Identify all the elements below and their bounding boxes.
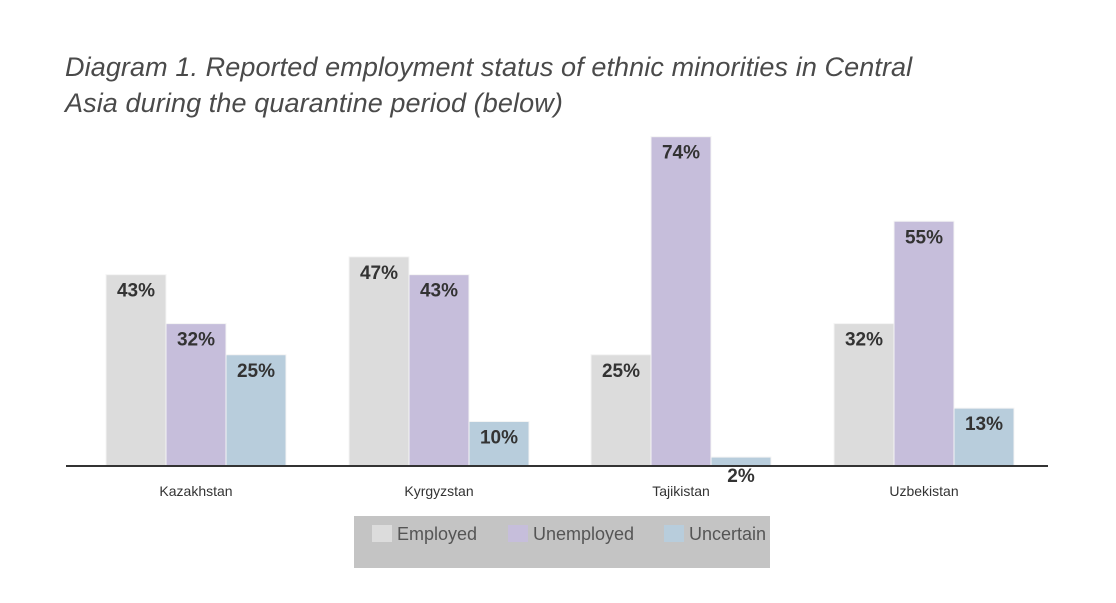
bar-label-unemployed-kyrgyzstan: 43% bbox=[420, 281, 458, 302]
bar-label-employed-tajikistan: 25% bbox=[602, 361, 640, 382]
bar-unemployed-tajikistan bbox=[650, 136, 712, 467]
bar-uncertain-uzbekistan bbox=[953, 407, 1015, 467]
legend-swatch-unemployed bbox=[508, 525, 528, 542]
bar-uncertain-kazakhstan bbox=[225, 354, 287, 467]
legend-swatch-uncertain bbox=[664, 525, 684, 542]
bar-uncertain-kyrgyzstan bbox=[468, 421, 530, 467]
bar-label-employed-kazakhstan: 43% bbox=[117, 281, 155, 302]
legend-label-unemployed: Unemployed bbox=[533, 524, 634, 544]
bar-label-unemployed-kazakhstan: 32% bbox=[177, 330, 215, 351]
bar-employed-kyrgyzstan bbox=[348, 256, 410, 467]
category-label-kyrgyzstan: Kyrgyzstan bbox=[404, 483, 473, 499]
bar-label-unemployed-uzbekistan: 55% bbox=[905, 227, 943, 248]
legend-box bbox=[354, 516, 770, 568]
chart-caption-line-2: Asia during the quarantine period (below… bbox=[65, 88, 563, 118]
bar-label-uncertain-kazakhstan: 25% bbox=[237, 361, 275, 382]
category-label-kazakhstan: Kazakhstan bbox=[159, 483, 232, 499]
bar-label-unemployed-tajikistan: 74% bbox=[662, 143, 700, 164]
category-label-tajikistan: Tajikistan bbox=[652, 483, 710, 499]
bar-label-uncertain-uzbekistan: 13% bbox=[965, 414, 1003, 435]
bar-unemployed-kyrgyzstan bbox=[408, 274, 470, 467]
bar-label-uncertain-kyrgyzstan: 10% bbox=[480, 428, 518, 449]
bar-label-employed-uzbekistan: 32% bbox=[845, 330, 883, 351]
bar-unemployed-uzbekistan bbox=[893, 220, 955, 467]
legend-swatch-employed bbox=[372, 525, 392, 542]
bar-label-employed-kyrgyzstan: 47% bbox=[360, 263, 398, 284]
category-label-uzbekistan: Uzbekistan bbox=[889, 483, 958, 499]
legend-label-employed: Employed bbox=[397, 524, 477, 544]
legend-label-uncertain: Uncertain bbox=[689, 524, 766, 544]
bar-uncertain-tajikistan bbox=[710, 456, 772, 467]
bar-employed-kazakhstan bbox=[105, 274, 167, 467]
bar-label-uncertain-tajikistan: 2% bbox=[727, 466, 755, 487]
chart-caption-line-1: Diagram 1. Reported employment status of… bbox=[65, 52, 913, 82]
